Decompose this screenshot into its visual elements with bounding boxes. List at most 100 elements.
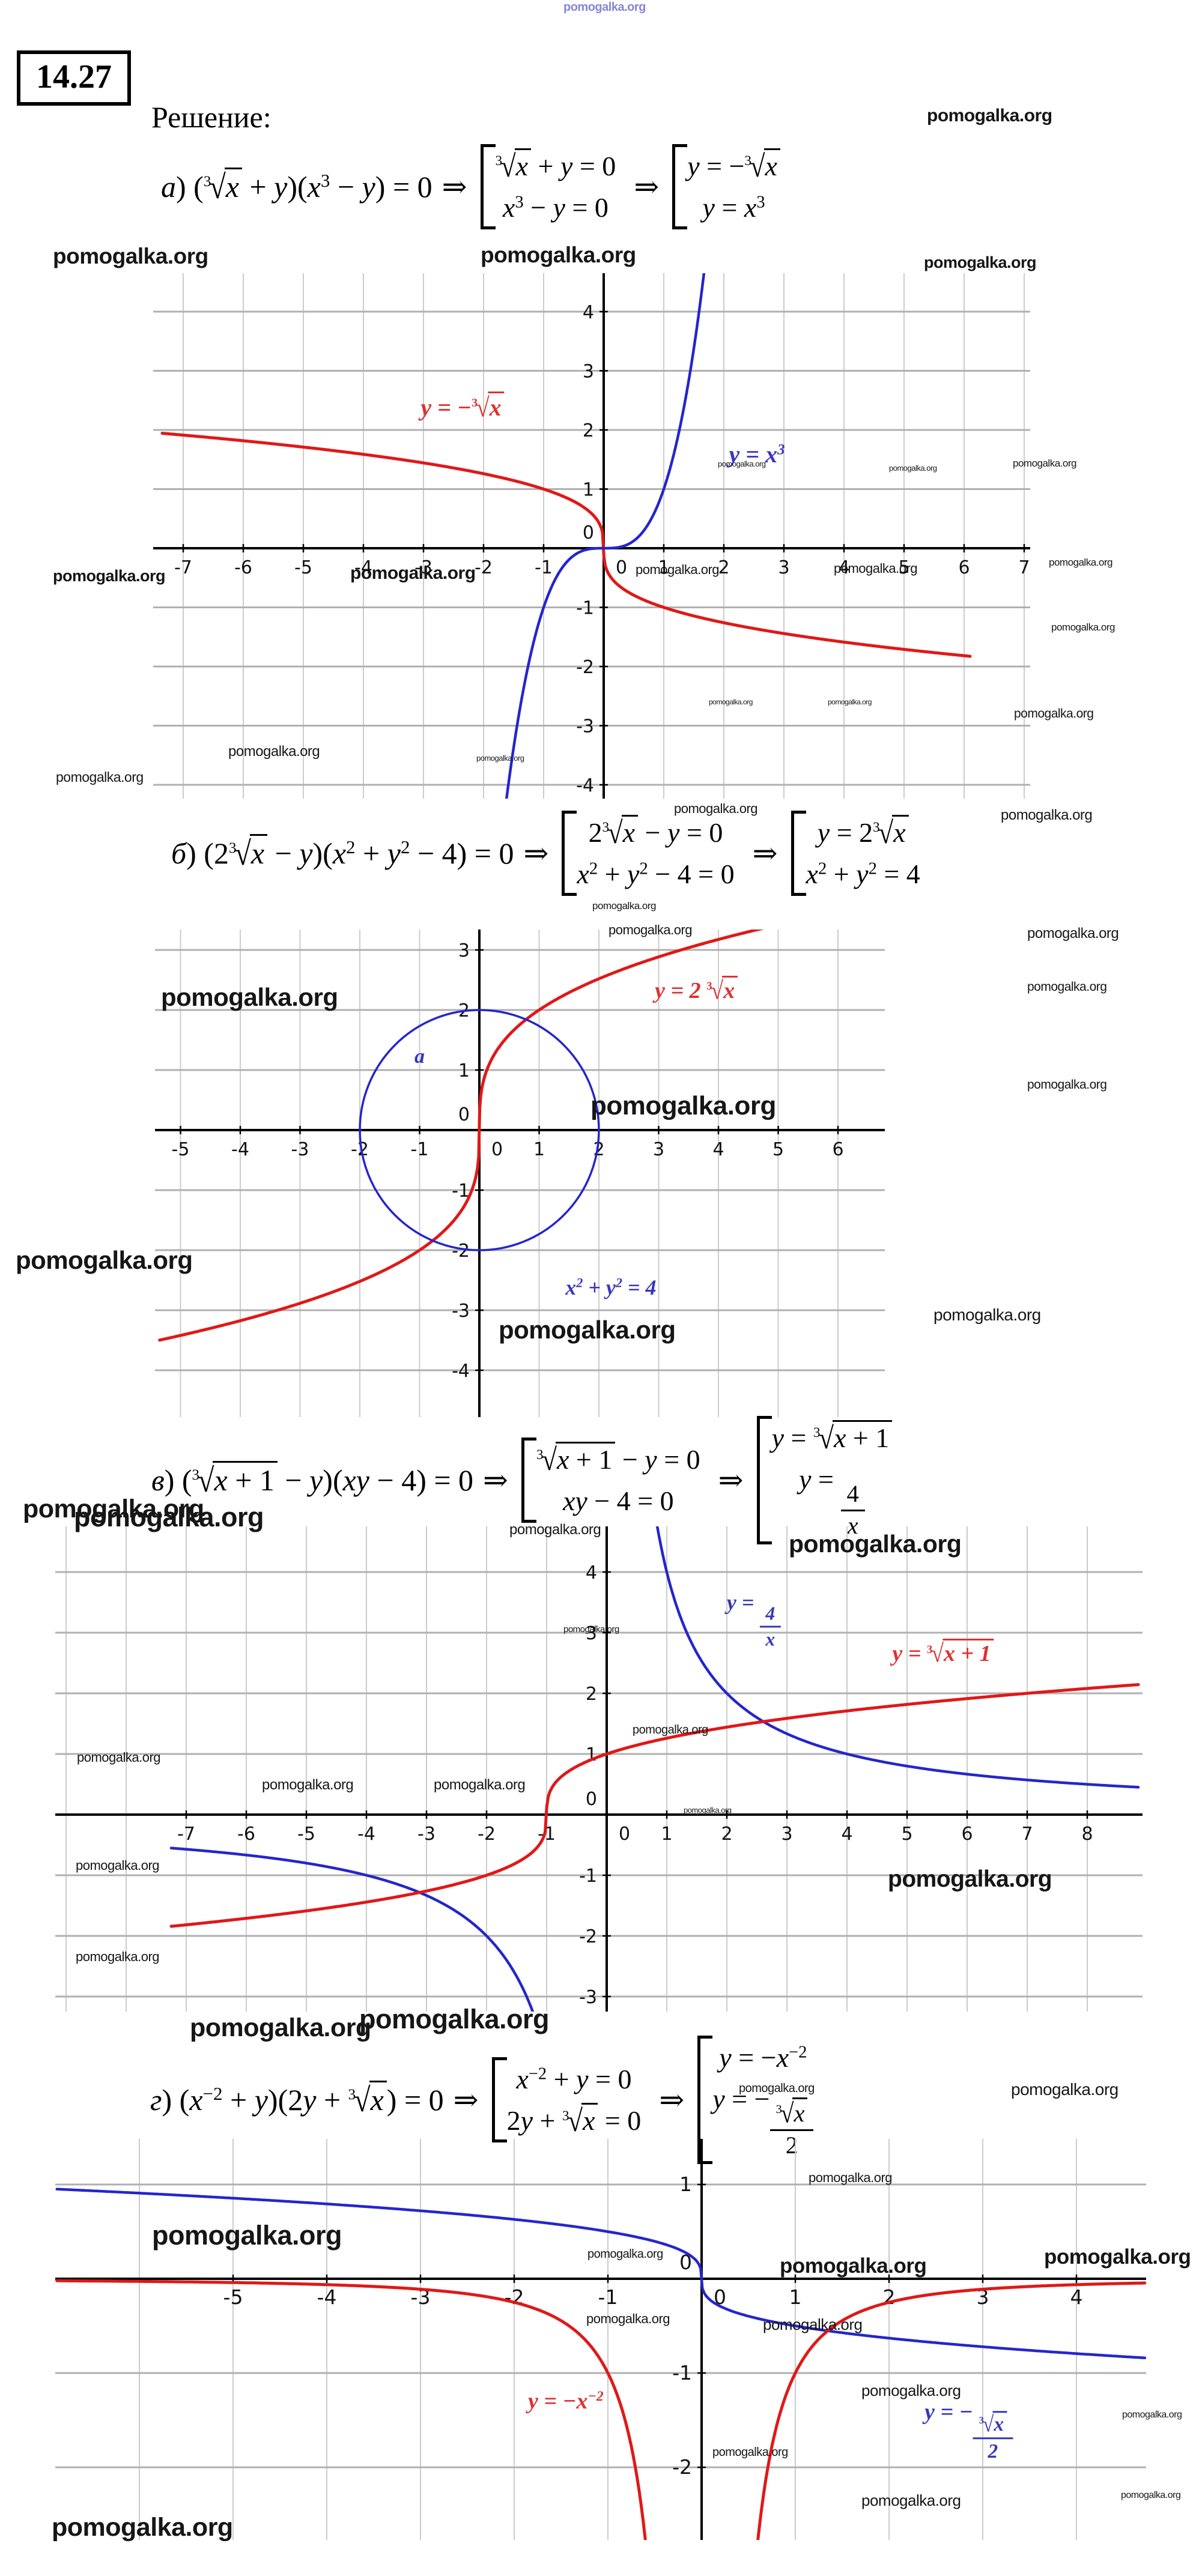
cube-root: 3√x xyxy=(706,976,738,1003)
svg-text:1: 1 xyxy=(658,557,669,578)
system-line: x2 + y2 = 4 xyxy=(806,859,920,889)
svg-text:-6: -6 xyxy=(237,1824,255,1845)
watermark: pomogalka.org xyxy=(509,1522,601,1538)
curve-label: y = 2 3√x xyxy=(655,976,738,1003)
system-line: x2 + y2 − 4 = 0 xyxy=(577,859,735,889)
svg-text:2: 2 xyxy=(586,1684,597,1705)
cube-root: 3√x xyxy=(603,815,639,850)
svg-text:3: 3 xyxy=(458,940,470,961)
equation-row-v: в) (3√x + 1 − y)(xy − 4) = 0 ⇒ 3√x + 1 − y… xyxy=(151,1416,900,1545)
watermark: pomogalka.org xyxy=(434,1777,526,1793)
curve-label: y = 3√x + 1 xyxy=(892,1639,994,1667)
watermark: pomogalka.org xyxy=(76,1858,160,1873)
watermark: pomogalka.org xyxy=(1001,807,1093,823)
watermark: pomogalka.org xyxy=(718,459,766,468)
svg-text:1: 1 xyxy=(458,1060,470,1081)
svg-text:-4: -4 xyxy=(452,1361,470,1382)
svg-text:2: 2 xyxy=(883,2285,896,2309)
problem-number-box: 14.27 xyxy=(17,50,131,106)
svg-text:-3: -3 xyxy=(417,1824,436,1845)
svg-text:7: 7 xyxy=(1018,557,1030,578)
watermark: pomogalka.org xyxy=(53,567,166,585)
graph-g: -5 -4 -3 -2 -1 1 2 3 4 -2 -1 1 0 0 y = −x−2 y = −3√x 2 xyxy=(55,2139,1146,2540)
implies-arrow: ⇒ xyxy=(752,836,778,870)
watermark: pomogalka.org xyxy=(76,1949,160,1964)
system-bracket: y = −3√x y = x3 xyxy=(672,144,785,229)
svg-text:2: 2 xyxy=(721,1824,732,1845)
system-bracket: 3√x + 1 − y = 0 xy − 4 = 0 xyxy=(521,1438,705,1523)
svg-text:-5: -5 xyxy=(294,557,312,578)
system-bracket: x−2 + y = 0 2y + 3√x = 0 xyxy=(491,2057,646,2143)
graph-a: -7 -6 -5 -4 -3 -2 -1 1 2 3 4 5 6 7 -4 -3 -2 -1 1 2 3 4 0 0 y = −… xyxy=(153,273,1030,799)
svg-text:-7: -7 xyxy=(174,557,192,578)
system-line: xy − 4 = 0 xyxy=(562,1486,674,1517)
implies-arrow: ⇒ xyxy=(483,1463,508,1498)
watermark: pomogalka.org xyxy=(476,754,524,763)
watermark: pomogalka.org xyxy=(74,1502,264,1532)
svg-text:4: 4 xyxy=(583,302,594,323)
watermark: pomogalka.org xyxy=(809,2170,893,2185)
watermark: pomogalka.org xyxy=(933,1305,1041,1324)
watermark: pomogalka.org xyxy=(1027,925,1119,942)
watermark: pomogalka.org xyxy=(861,2491,961,2509)
system-line: y = −x−2 xyxy=(719,2042,807,2073)
watermark: pomogalka.org xyxy=(152,2220,342,2251)
watermark: pomogalka.org xyxy=(609,922,693,937)
svg-text:-4: -4 xyxy=(354,557,372,578)
system-line: 3√x + y = 0 xyxy=(495,148,616,184)
equation-row-g: г) (x−2 + y)(2y + 3√x) = 0 ⇒ x−2 + y = 0 2y… xyxy=(150,2036,822,2165)
svg-text:-1: -1 xyxy=(672,2361,692,2384)
cube-root: 3√x xyxy=(496,148,531,183)
watermark: pomogalka.org xyxy=(359,2004,550,2034)
svg-text:-5: -5 xyxy=(297,1824,315,1845)
watermark: pomogalka.org xyxy=(190,2013,371,2042)
svg-text:4: 4 xyxy=(586,1562,597,1583)
svg-text:-3: -3 xyxy=(579,1987,597,2008)
watermark: pomogalka.org xyxy=(587,2248,663,2261)
watermark: pomogalka.org xyxy=(739,2082,815,2095)
svg-text:0: 0 xyxy=(458,1104,470,1125)
watermark: pomogalka.org xyxy=(1011,2080,1119,2099)
watermark: pomogalka.org xyxy=(1122,2410,1182,2420)
curve-label: y = −x−2 xyxy=(527,2389,604,2414)
watermark: pomogalka.org xyxy=(262,1777,354,1793)
svg-text:-2: -2 xyxy=(672,2455,692,2479)
svg-text:8: 8 xyxy=(1081,1824,1093,1845)
watermark: pomogalka.org xyxy=(590,1091,776,1120)
watermark: pomogalka.org xyxy=(228,743,320,760)
watermark: pomogalka.org xyxy=(888,1866,1052,1892)
svg-text:-6: -6 xyxy=(234,557,252,578)
svg-text:3: 3 xyxy=(653,1139,664,1160)
svg-text:-1: -1 xyxy=(452,1181,470,1202)
cube-root: 3√x xyxy=(562,2103,598,2138)
svg-text:-4: -4 xyxy=(576,775,594,796)
watermark: pomogalka.org xyxy=(889,464,937,473)
watermark: pomogalka.org xyxy=(633,1723,708,1737)
watermark: pomogalka.org xyxy=(52,2513,233,2542)
svg-text:-2: -2 xyxy=(576,657,594,678)
svg-text:-4: -4 xyxy=(357,1824,375,1845)
svg-text:0: 0 xyxy=(583,522,594,543)
watermark: pomogalka.org xyxy=(780,2254,927,2278)
watermark: pomogalka.org xyxy=(789,1530,962,1558)
curve-label: y = x3 xyxy=(729,441,785,468)
svg-text:-2: -2 xyxy=(475,557,493,578)
watermark: pomogalka.org xyxy=(56,769,144,785)
cube-root: 3√x + 1 xyxy=(813,1420,893,1455)
cube-root: 3√x xyxy=(776,2097,808,2127)
svg-text:1: 1 xyxy=(661,1824,672,1845)
curve-label: y = −3√x 2 xyxy=(924,2401,1013,2463)
watermark: pomogalka.org xyxy=(350,563,476,583)
cube-root: 3√x xyxy=(204,168,242,205)
fraction: 3√x 2 xyxy=(769,2097,814,2158)
svg-text:-4: -4 xyxy=(231,1139,249,1160)
svg-text:-3: -3 xyxy=(576,716,594,737)
implies-arrow: ⇒ xyxy=(718,1463,744,1498)
watermark: pomogalka.org xyxy=(161,983,338,1011)
